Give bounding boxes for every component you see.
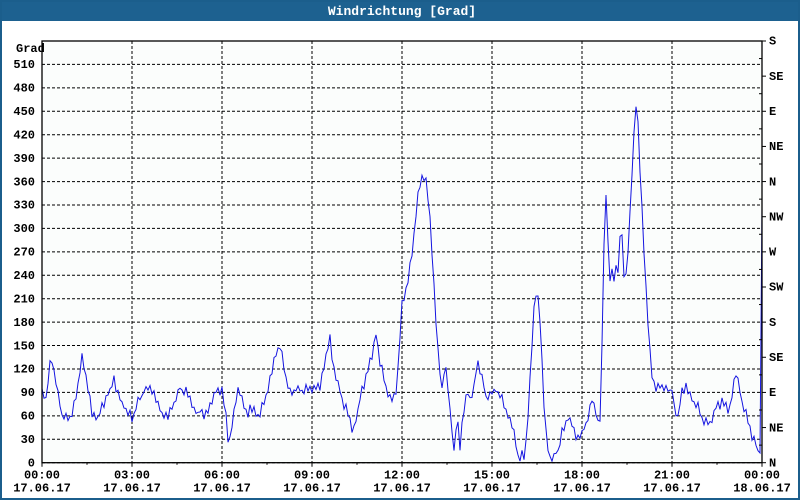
svg-text:450: 450 (13, 105, 35, 119)
svg-text:00:00: 00:00 (744, 469, 780, 483)
svg-text:W: W (769, 246, 777, 260)
svg-text:270: 270 (13, 246, 35, 260)
svg-text:17.06.17: 17.06.17 (373, 482, 431, 496)
svg-text:17.06.17: 17.06.17 (13, 482, 71, 496)
svg-text:17.06.17: 17.06.17 (103, 482, 161, 496)
svg-text:Grad: Grad (16, 42, 45, 56)
svg-text:03:00: 03:00 (114, 469, 150, 483)
svg-text:21:00: 21:00 (654, 469, 690, 483)
svg-text:N: N (769, 175, 776, 189)
svg-text:180: 180 (13, 316, 35, 330)
svg-text:17.06.17: 17.06.17 (643, 482, 701, 496)
svg-text:NW: NW (769, 210, 784, 224)
svg-text:15:00: 15:00 (474, 469, 510, 483)
svg-text:SW: SW (769, 281, 784, 295)
svg-text:S: S (769, 35, 776, 49)
svg-text:18.06.17: 18.06.17 (733, 482, 791, 496)
svg-text:390: 390 (13, 152, 35, 166)
svg-text:300: 300 (13, 222, 35, 236)
svg-text:E: E (769, 386, 776, 400)
svg-text:330: 330 (13, 199, 35, 213)
svg-text:17.06.17: 17.06.17 (193, 482, 251, 496)
svg-text:360: 360 (13, 175, 35, 189)
svg-text:17.06.17: 17.06.17 (463, 482, 521, 496)
svg-text:17.06.17: 17.06.17 (553, 482, 611, 496)
svg-text:30: 30 (21, 433, 35, 447)
svg-text:E: E (769, 105, 776, 119)
svg-text:420: 420 (13, 128, 35, 142)
svg-text:210: 210 (13, 292, 35, 306)
svg-text:90: 90 (21, 386, 35, 400)
svg-text:12:00: 12:00 (384, 469, 420, 483)
svg-text:NE: NE (769, 421, 783, 435)
svg-text:150: 150 (13, 339, 35, 353)
svg-text:240: 240 (13, 269, 35, 283)
svg-text:18:00: 18:00 (564, 469, 600, 483)
svg-text:06:00: 06:00 (204, 469, 240, 483)
svg-text:09:00: 09:00 (294, 469, 330, 483)
svg-text:120: 120 (13, 363, 35, 377)
svg-text:60: 60 (21, 410, 35, 424)
svg-text:SE: SE (769, 351, 783, 365)
svg-text:NE: NE (769, 140, 783, 154)
svg-text:510: 510 (13, 58, 35, 72)
svg-text:S: S (769, 316, 776, 330)
svg-text:00:00: 00:00 (24, 469, 60, 483)
svg-text:480: 480 (13, 82, 35, 96)
svg-text:17.06.17: 17.06.17 (283, 482, 341, 496)
svg-text:SE: SE (769, 70, 783, 84)
